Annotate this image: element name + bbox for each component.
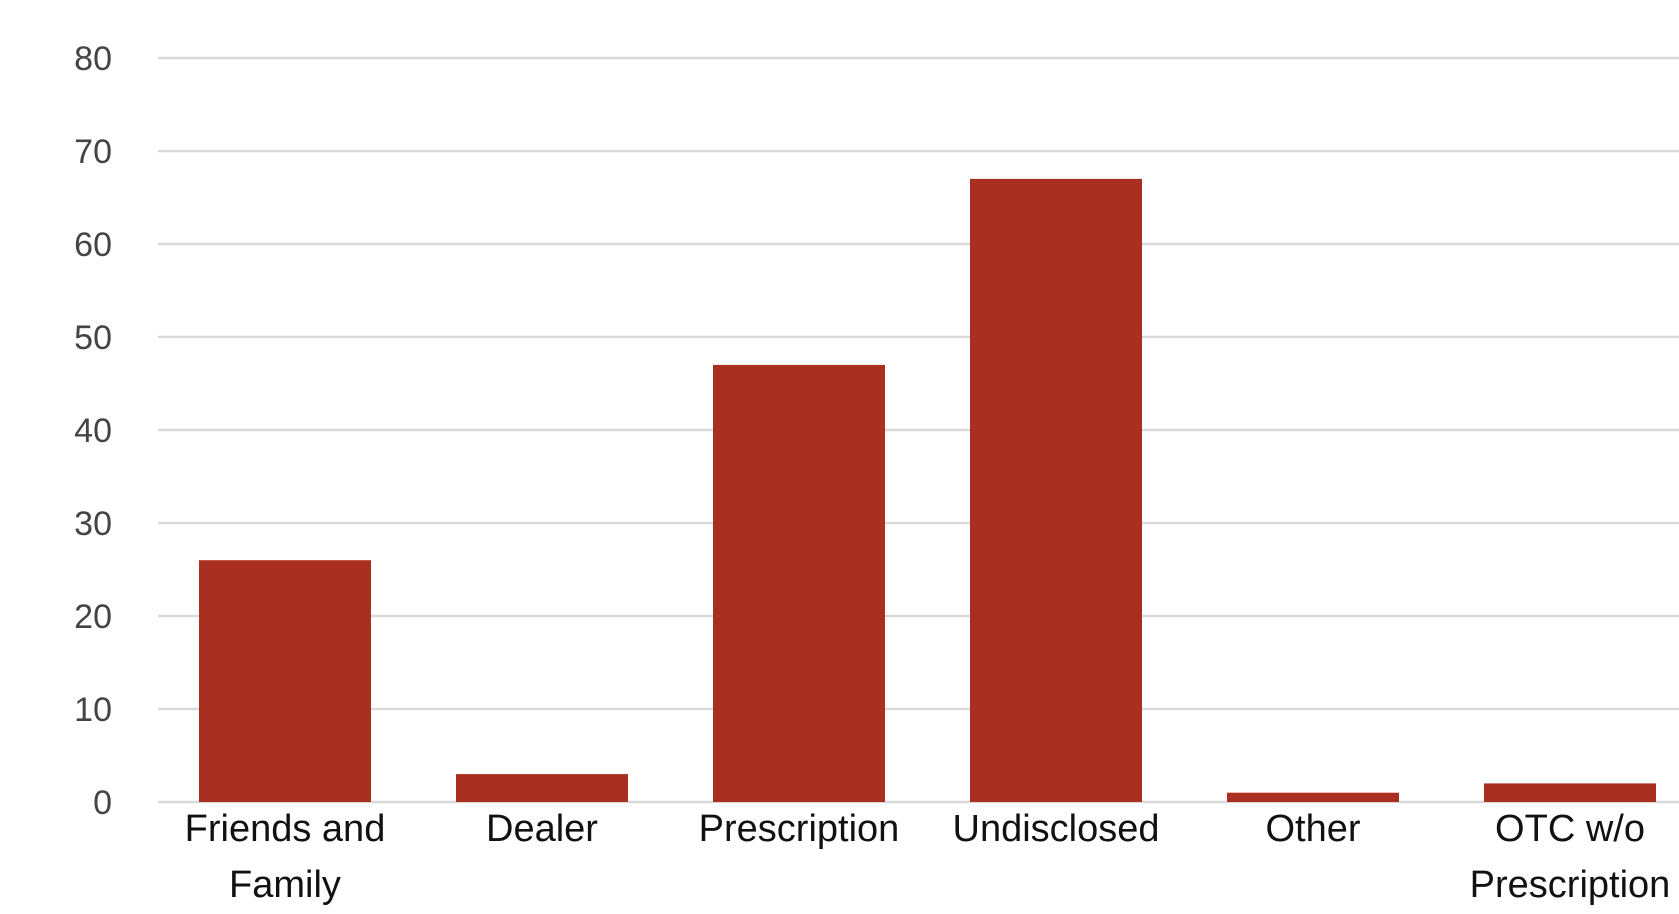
- x-tick-label: Family: [229, 864, 341, 906]
- x-axis-labels: Friends and Family Dealer Prescription Undis…: [185, 808, 1671, 906]
- x-tick-label: Other: [1265, 808, 1360, 850]
- y-tick-label: 80: [74, 40, 112, 78]
- x-tick-label: Prescription: [1470, 864, 1671, 906]
- y-tick-label: 40: [74, 412, 112, 450]
- bar: [970, 178, 1142, 802]
- bar: [1484, 783, 1656, 802]
- gridlines: [158, 56, 1679, 804]
- x-tick-label: OTC w/o: [1495, 808, 1645, 850]
- y-tick-label: 20: [74, 598, 112, 636]
- bar: [199, 560, 371, 802]
- y-axis-ticks: 0 10 20 30 40 50 60 70 80: [74, 40, 112, 822]
- bars: [199, 178, 1656, 802]
- y-tick-label: 50: [74, 319, 112, 357]
- x-tick-label: Dealer: [486, 808, 598, 850]
- bar: [1227, 792, 1399, 802]
- y-tick-label: 10: [74, 691, 112, 729]
- x-tick-label: Prescription: [699, 808, 900, 850]
- y-tick-label: 60: [74, 226, 112, 264]
- x-tick-label: Friends and: [185, 808, 386, 850]
- y-tick-label: 70: [74, 133, 112, 171]
- bar: [456, 774, 628, 802]
- x-tick-label: Undisclosed: [953, 808, 1160, 850]
- bar: [713, 364, 885, 802]
- y-tick-label: 0: [93, 784, 112, 822]
- y-tick-label: 30: [74, 505, 112, 543]
